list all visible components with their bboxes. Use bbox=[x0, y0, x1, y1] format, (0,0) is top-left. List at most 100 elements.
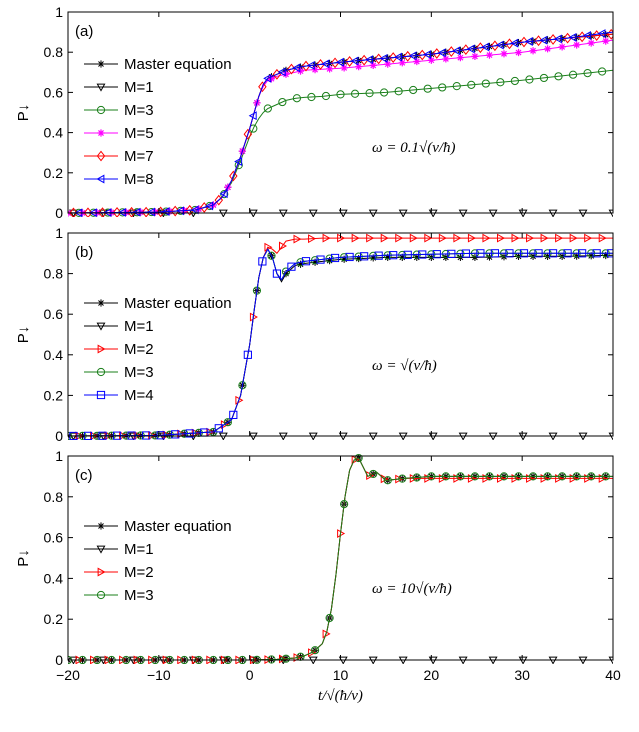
marker-star bbox=[471, 52, 479, 60]
marker-triangle-right bbox=[424, 233, 433, 243]
legend-label: Master equation bbox=[124, 295, 232, 312]
marker-circle bbox=[365, 89, 374, 98]
marker-circle bbox=[499, 472, 509, 481]
marker-diamond bbox=[96, 150, 106, 162]
series-group bbox=[68, 453, 613, 664]
marker-circle bbox=[427, 472, 436, 481]
marker-circle bbox=[510, 76, 520, 86]
marker-asterisk bbox=[544, 252, 552, 260]
marker-circle bbox=[528, 472, 538, 481]
marker-star bbox=[500, 50, 508, 58]
marker-diamond bbox=[185, 204, 194, 216]
marker-triangle-right bbox=[467, 233, 476, 243]
marker-triangle-right bbox=[438, 233, 447, 243]
marker-circle bbox=[321, 91, 331, 101]
legend-label: M=2 bbox=[124, 341, 154, 358]
marker-square bbox=[389, 251, 398, 260]
marker-star bbox=[369, 61, 377, 69]
marker-square bbox=[519, 249, 529, 258]
marker-star bbox=[442, 55, 450, 63]
marker-square bbox=[287, 262, 296, 271]
marker-star bbox=[485, 51, 494, 59]
marker-asterisk bbox=[369, 254, 377, 262]
marker-square bbox=[505, 249, 514, 258]
legend: Master equation M=1 M=2 M=3 bbox=[84, 518, 232, 604]
marker-triangle-right bbox=[569, 233, 578, 243]
marker-triangle-right bbox=[278, 241, 287, 251]
x-axis-label: t/√(ħ/v) bbox=[318, 688, 363, 704]
marker-star bbox=[587, 39, 595, 47]
marker-triangle-down bbox=[96, 322, 106, 331]
marker-asterisk bbox=[587, 252, 595, 260]
marker-triangle-left bbox=[96, 174, 105, 184]
marker-triangle-right bbox=[97, 344, 106, 354]
marker-circle bbox=[281, 654, 291, 663]
marker-circle bbox=[383, 476, 392, 485]
marker-asterisk bbox=[573, 252, 581, 260]
marker-square bbox=[316, 255, 325, 264]
marker-triangle-left bbox=[510, 38, 519, 48]
marker-circle bbox=[325, 613, 334, 623]
marker-diamond bbox=[112, 207, 122, 217]
panel-3: 0 0.2 0.4 0.6 0.8 1 P↓ (c) ω = 10√(v/ħ) Master eq… bbox=[15, 448, 614, 668]
marker-diamond bbox=[229, 170, 238, 182]
series-master-equation bbox=[68, 454, 613, 664]
marker-diamond bbox=[374, 53, 383, 65]
marker-triangle-right bbox=[308, 234, 317, 244]
marker-circle bbox=[456, 472, 465, 481]
marker-diamond bbox=[83, 207, 93, 217]
marker-triangle-left bbox=[597, 29, 606, 38]
marker-triangle-left bbox=[205, 201, 214, 211]
marker-circle bbox=[525, 75, 534, 84]
legend-label: M=3 bbox=[124, 364, 154, 381]
marker-circle bbox=[583, 69, 592, 78]
marker-square bbox=[432, 250, 441, 259]
marker-diamond bbox=[98, 207, 107, 217]
marker-circle bbox=[292, 94, 301, 103]
series-m-8 bbox=[68, 29, 613, 217]
marker-star bbox=[544, 45, 552, 53]
x-tick-label: 0 bbox=[246, 667, 254, 683]
marker-star bbox=[355, 63, 363, 71]
marker-asterisk bbox=[602, 251, 610, 260]
marker-diamond bbox=[534, 35, 543, 47]
marker-square bbox=[185, 429, 194, 438]
y-tick-label: 0.4 bbox=[44, 347, 64, 363]
legend-item: M=1 bbox=[84, 318, 154, 335]
marker-circle bbox=[238, 381, 247, 390]
marker-triangle-left bbox=[495, 40, 504, 50]
marker-circle bbox=[340, 500, 349, 509]
legend-item: M=4 bbox=[84, 387, 154, 404]
marker-triangle-right bbox=[496, 233, 505, 243]
y-tick-label: 0.2 bbox=[44, 387, 64, 403]
marker-asterisk bbox=[355, 254, 363, 263]
marker-asterisk bbox=[97, 522, 105, 530]
marker-circle bbox=[223, 418, 232, 427]
marker-circle bbox=[336, 90, 345, 99]
legend-item: Master equation bbox=[84, 518, 232, 535]
marker-triangle-left bbox=[481, 42, 490, 52]
marker-circle bbox=[96, 367, 106, 377]
marker-circle bbox=[598, 67, 607, 76]
marker-circle bbox=[514, 472, 523, 481]
marker-star bbox=[340, 64, 348, 72]
marker-circle bbox=[441, 472, 450, 481]
marker-square bbox=[301, 257, 311, 266]
marker-circle bbox=[278, 97, 287, 107]
marker-square bbox=[272, 269, 282, 278]
marker-square bbox=[214, 424, 223, 433]
marker-asterisk bbox=[384, 253, 392, 261]
marker-triangle-right bbox=[540, 233, 549, 243]
marker-star bbox=[296, 67, 305, 75]
y-tick-label: 0.8 bbox=[44, 489, 64, 505]
y-tick-label: 0.8 bbox=[44, 266, 64, 282]
marker-circle bbox=[485, 472, 494, 481]
marker-circle bbox=[369, 469, 378, 479]
x-tick-label: 20 bbox=[424, 667, 440, 683]
marker-circle bbox=[423, 84, 432, 93]
marker-square bbox=[96, 390, 106, 400]
marker-square bbox=[592, 249, 601, 258]
marker-circle bbox=[96, 590, 106, 600]
y-tick-label: 0.4 bbox=[44, 570, 64, 586]
